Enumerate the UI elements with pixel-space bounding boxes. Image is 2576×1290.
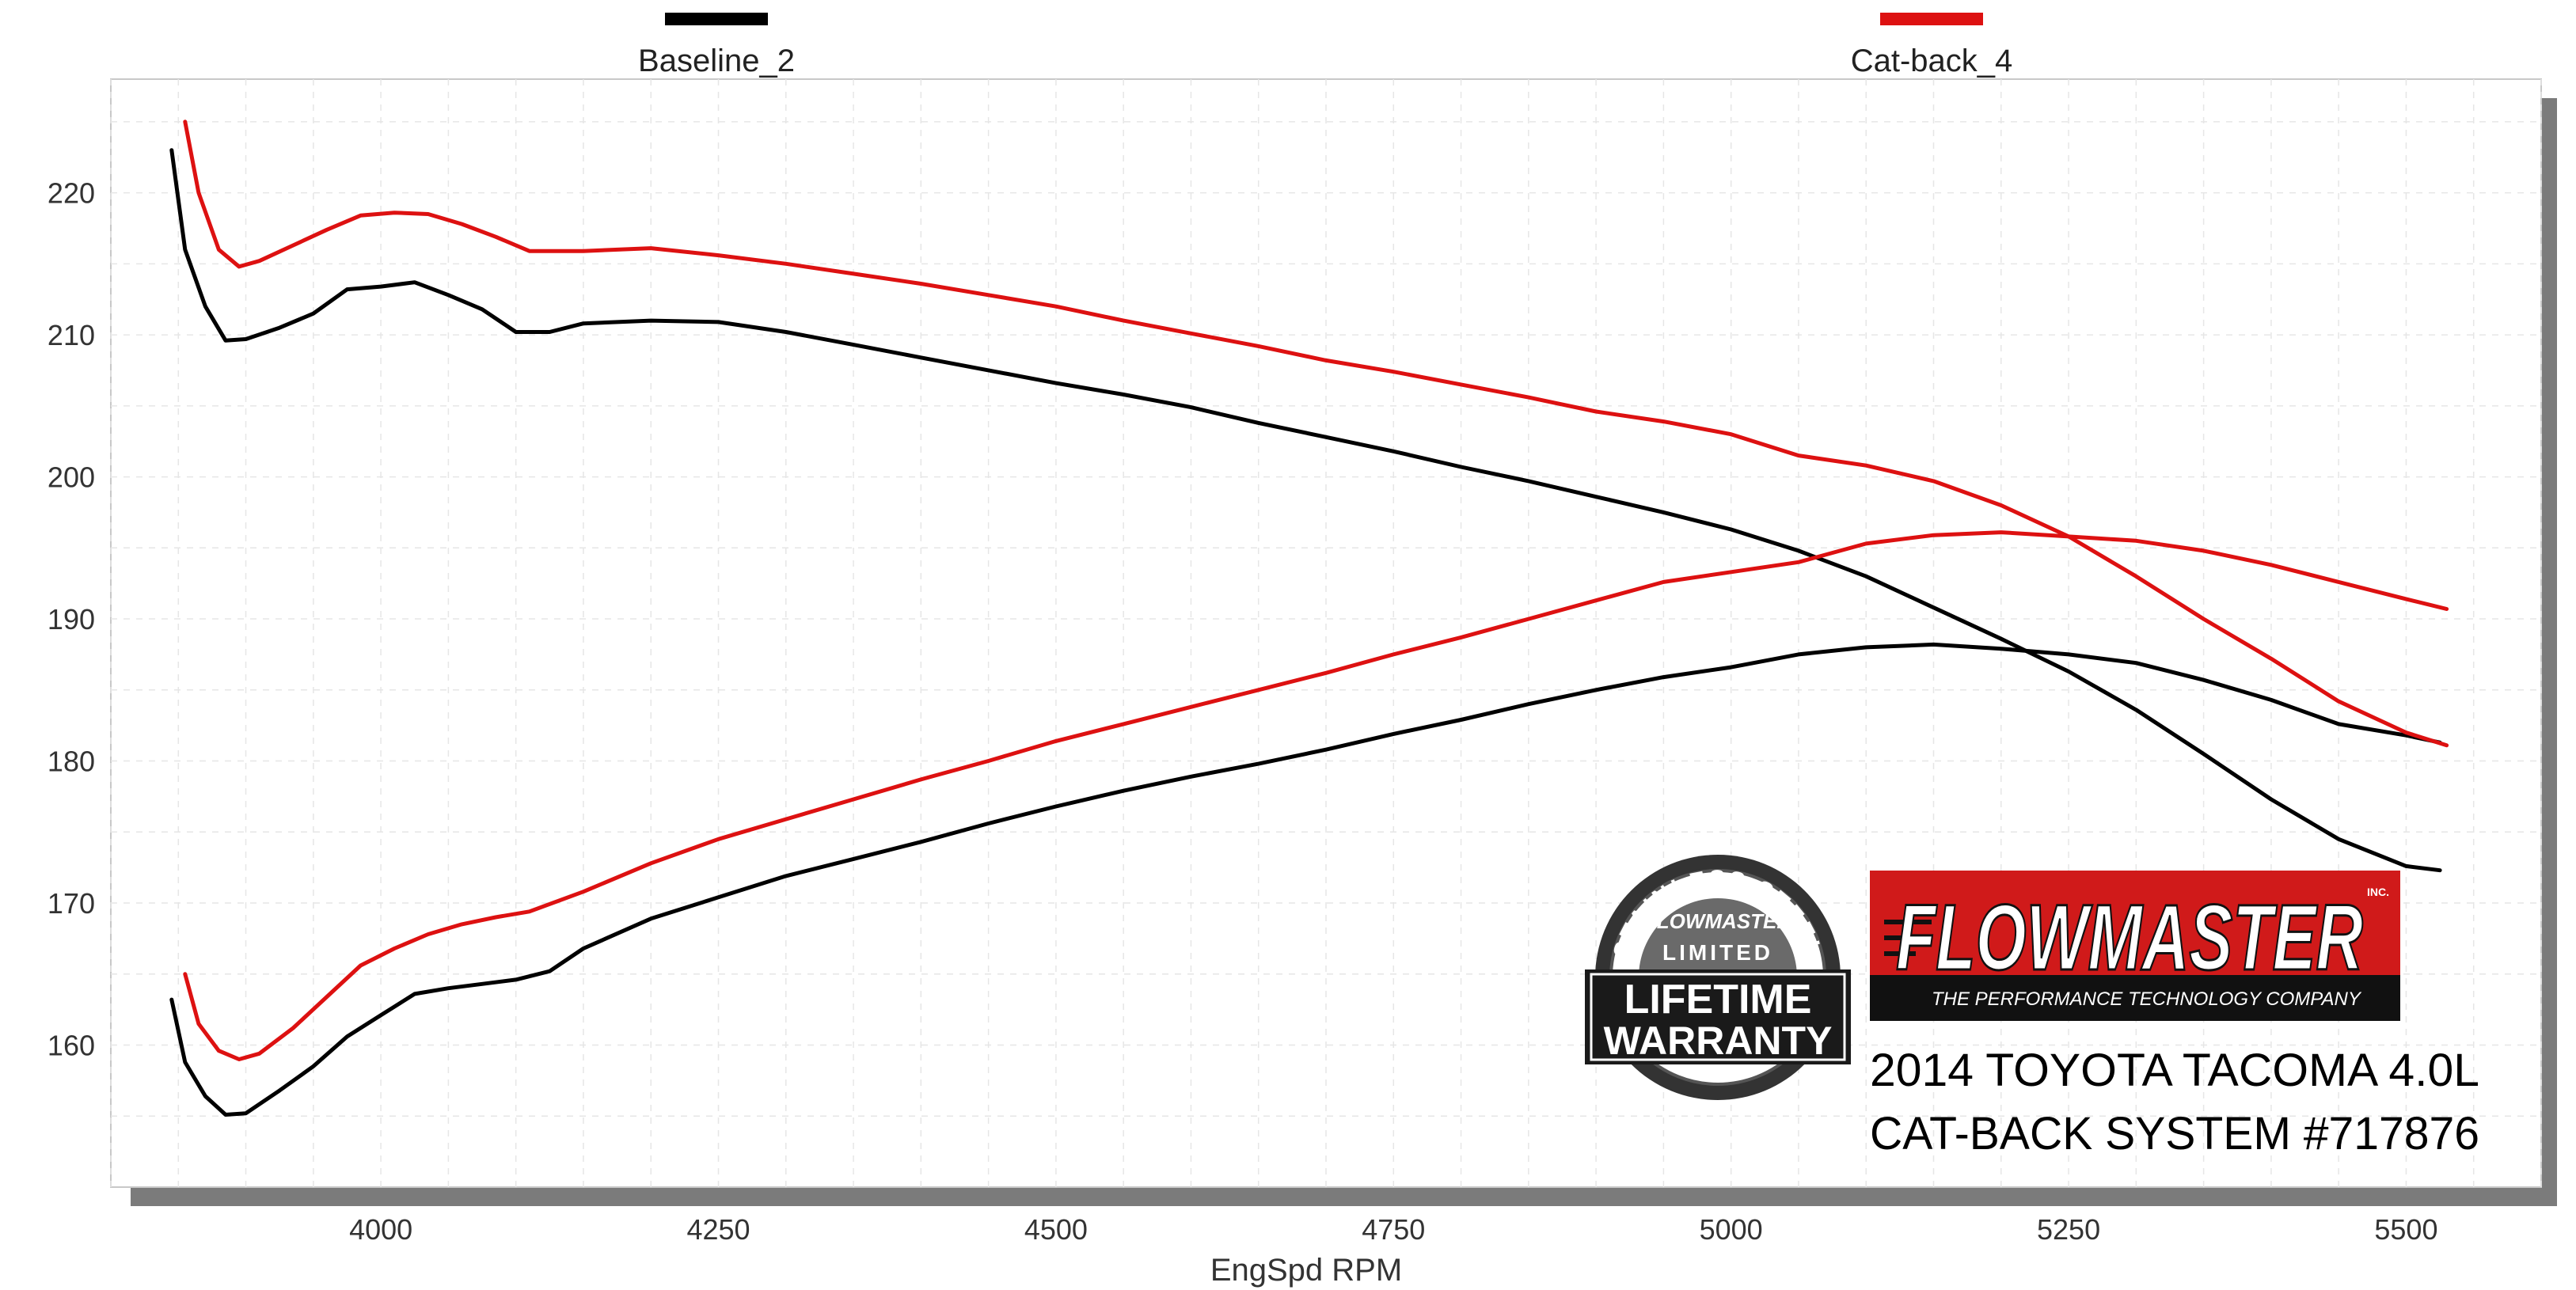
x-tick-label: 5500 [2374,1213,2437,1246]
x-tick-label: 4500 [1024,1213,1088,1246]
flowmaster-logo: FLOWMASTER INC. THE PERFORMANCE TECHNOLO… [1870,871,2400,1021]
x-tick-label: 4750 [1362,1213,1425,1246]
legend-swatch-baseline [665,13,768,25]
x-axis-title: EngSpd RPM [1210,1253,1402,1288]
x-axis-ticks: 4000 4250 4500 4750 5000 5250 5500 [349,1213,2437,1246]
legend: Baseline_2 Cat-back_4 [638,13,2012,78]
y-tick-label: 170 [47,887,95,920]
y-tick-label: 180 [47,746,95,778]
badge-lifetime: LIFETIME [1624,977,1812,1023]
legend-label-catback: Cat-back_4 [1851,44,2013,78]
logo-tagline-bar [1870,975,2400,1021]
warranty-badge: STAINLESS STEEL FLOWMASTER LIMITED LIFET… [1585,855,1851,1100]
series-lines [169,120,2449,1117]
legend-swatch-catback [1880,13,1983,25]
badge-brand: FLOWMASTER [1644,909,1792,933]
y-tick-label: 210 [47,319,95,351]
logo-tagline: THE PERFORMANCE TECHNOLOGY COMPANY [1932,988,2362,1010]
badge-banner-inner [1590,973,1846,1061]
y-tick-label: 190 [47,603,95,636]
badge-warranty: WARRANTY [1604,1019,1833,1063]
y-tick-label: 220 [47,177,95,210]
logo-inc: INC. [2367,886,2389,898]
vehicle-caption: 2014 TOYOTA TACOMA 4.0L [1870,1045,2479,1096]
y-axis-ticks: 160 170 180 190 200 210 220 [47,177,95,1062]
x-tick-label: 5000 [1700,1213,1763,1246]
x-tick-label: 4250 [686,1213,750,1246]
y-tick-label: 200 [47,461,95,494]
series-line-cat-back-4-power [183,530,2449,1061]
badge-limited: LIMITED [1662,940,1773,965]
legend-label-baseline: Baseline_2 [638,44,795,78]
x-tick-label: 5250 [2037,1213,2100,1246]
x-tick-label: 4000 [349,1213,412,1246]
logo-brand-name: FLOWMASTER [1896,886,2363,990]
badge-banner [1585,969,1851,1064]
series-line-baseline-2-torque [169,148,2442,873]
series-line-baseline-2-power [169,642,2442,1117]
part-caption: CAT-BACK SYSTEM #717876 [1870,1108,2479,1159]
y-tick-label: 160 [47,1030,95,1062]
series-line-cat-back-4-torque [183,120,2449,748]
